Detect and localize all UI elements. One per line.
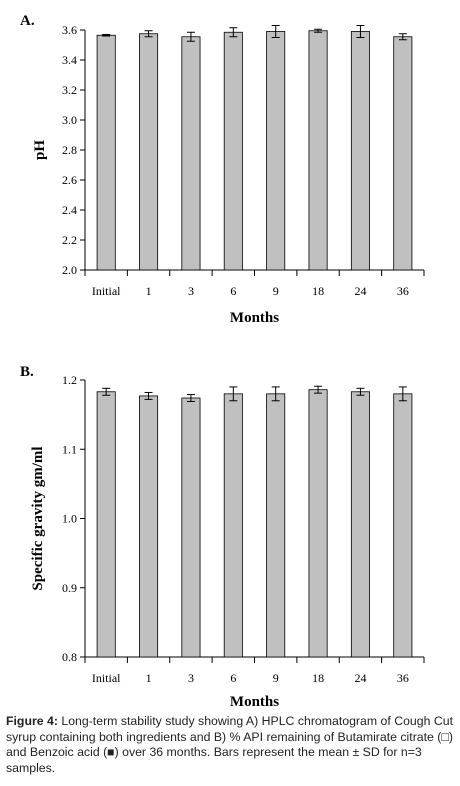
y-tick-label: 2.0 bbox=[62, 263, 77, 277]
bar bbox=[181, 36, 201, 271]
y-tick-label: 2.4 bbox=[62, 203, 77, 217]
x-tick-label: 24 bbox=[354, 284, 366, 298]
x-tick-label: 6 bbox=[230, 284, 236, 298]
y-tick-label: 3.0 bbox=[62, 113, 77, 127]
bar bbox=[223, 31, 243, 271]
bar bbox=[350, 31, 370, 271]
y-tick-label: 2.8 bbox=[62, 143, 77, 157]
caption-label: Figure 4: bbox=[6, 714, 58, 728]
x-tick-label: 3 bbox=[188, 284, 194, 298]
x-tick-label: 18 bbox=[312, 671, 324, 685]
y-tick-label: 1.1 bbox=[62, 442, 77, 456]
x-tick-label: 36 bbox=[397, 284, 409, 298]
bar bbox=[223, 393, 243, 658]
x-tick-label: Initial bbox=[92, 671, 121, 685]
y-tick-label: 0.9 bbox=[62, 581, 77, 595]
x-tick-label: Initial bbox=[92, 284, 121, 298]
caption-text: Long-term stability study showing A) HPL… bbox=[6, 714, 453, 775]
y-tick-label: 3.2 bbox=[62, 83, 77, 97]
bar bbox=[308, 389, 328, 658]
panel-label: A. bbox=[20, 13, 35, 29]
bar bbox=[181, 397, 201, 658]
figure-caption: Figure 4: Long-term stability study show… bbox=[6, 714, 454, 776]
y-tick-label: 0.8 bbox=[62, 650, 77, 664]
y-tick-label: 1.2 bbox=[62, 373, 77, 387]
y-tick-label: 2.6 bbox=[62, 173, 77, 187]
x-tick-label: 18 bbox=[312, 284, 324, 298]
bar bbox=[266, 393, 286, 658]
y-tick-label: 3.6 bbox=[62, 23, 77, 37]
bar bbox=[350, 391, 370, 658]
bar bbox=[393, 393, 413, 658]
x-tick-label: 3 bbox=[188, 671, 194, 685]
x-axis-title: Months bbox=[230, 694, 279, 710]
panel-label: B. bbox=[20, 364, 34, 380]
x-tick-label: 24 bbox=[354, 671, 366, 685]
bar bbox=[393, 36, 413, 271]
bar bbox=[308, 30, 328, 271]
bar bbox=[139, 33, 159, 271]
y-tick-label: 2.2 bbox=[62, 233, 77, 247]
x-tick-label: 1 bbox=[146, 671, 152, 685]
bar bbox=[139, 395, 159, 658]
x-tick-label: 1 bbox=[146, 284, 152, 298]
y-tick-label: 3.4 bbox=[62, 53, 77, 67]
y-tick-label: 1.0 bbox=[62, 512, 77, 526]
x-tick-label: 36 bbox=[397, 671, 409, 685]
x-tick-label: 9 bbox=[273, 284, 279, 298]
x-tick-label: 6 bbox=[230, 671, 236, 685]
bar bbox=[96, 34, 116, 271]
bar bbox=[266, 31, 286, 271]
y-axis-title: pH bbox=[32, 140, 48, 160]
x-tick-label: 9 bbox=[273, 671, 279, 685]
bar bbox=[96, 391, 116, 658]
x-axis-title: Months bbox=[230, 310, 279, 326]
y-axis-title: Specific gravity gm/ml bbox=[30, 446, 46, 590]
